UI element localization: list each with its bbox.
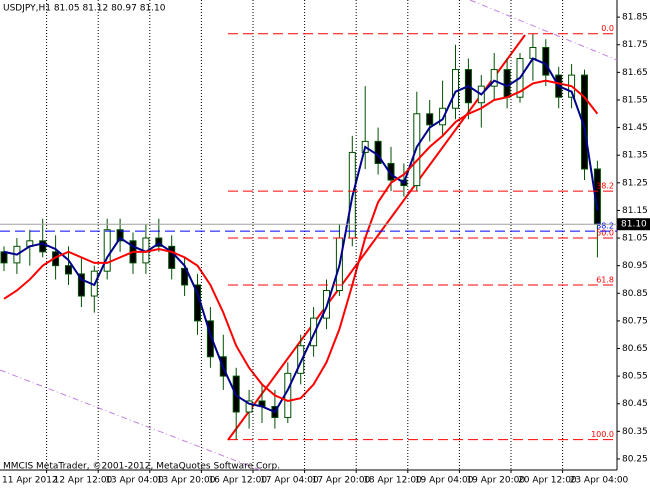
candle-body (206, 320, 214, 358)
chart-title: USDJPY,H1 81.05 81.12 80.97 81.10 (3, 4, 166, 14)
y-tick-label: 81.65 (622, 68, 648, 78)
candle-body (529, 46, 537, 60)
x-tick-label: 12 Apr 12:00 (54, 476, 113, 486)
fib-label: 38.2 (596, 222, 614, 231)
candle-body (168, 245, 176, 269)
y-tick-label: 81.25 (622, 178, 648, 188)
candle-body (0, 251, 8, 264)
candle-body (542, 46, 550, 76)
y-tick-label: 80.45 (622, 399, 648, 409)
y-tick-label: 80.95 (622, 261, 648, 271)
x-tick-label: 18 Apr 12:00 (363, 476, 422, 486)
fib-label: 50.0 (596, 229, 614, 238)
candle-body (374, 140, 382, 164)
y-tick-label: 80.55 (622, 372, 648, 382)
x-tick-label: 19 Apr 20:00 (466, 476, 525, 486)
y-tick-label: 81.85 (622, 13, 648, 23)
candle-body (245, 400, 253, 413)
fib-trendline (227, 34, 526, 441)
channel-line (469, 0, 618, 61)
fib-label: 61.8 (596, 275, 614, 284)
y-tick-label: 80.85 (622, 289, 648, 299)
candle-body (310, 317, 318, 347)
y-tick-label: 80.25 (622, 454, 648, 464)
candle-body (452, 69, 459, 109)
fib-label: 100.0 (591, 430, 614, 439)
channel-line (0, 369, 261, 471)
y-tick-label: 81.75 (622, 40, 648, 50)
moving-average (3, 79, 599, 403)
y-tick-label: 80.65 (622, 344, 648, 354)
y-tick-label: 80.75 (622, 316, 648, 326)
candle-body (155, 237, 163, 247)
x-tick-label: 13 Apr 04:00 (105, 476, 164, 486)
candle-body (426, 113, 434, 126)
candle-body (490, 69, 498, 87)
y-tick-label: 81.05 (622, 234, 648, 244)
candle-body (65, 265, 72, 275)
moving-average (3, 57, 599, 414)
price-label: 81.10 (621, 220, 647, 230)
y-tick-label: 80.35 (622, 427, 648, 437)
candle-body (39, 240, 47, 253)
candle-body (116, 229, 124, 242)
price-box (617, 218, 650, 231)
candle-body (77, 273, 85, 297)
fib-label: 0.0 (601, 24, 614, 33)
x-tick-label: 17 Apr 20:00 (312, 476, 371, 486)
fib-label: 38.2 (596, 182, 614, 191)
x-tick-label: 20 Apr 12:00 (518, 476, 577, 486)
x-tick-label: 17 Apr 04:00 (260, 476, 319, 486)
candle-body (439, 107, 447, 126)
x-tick-label: 16 Apr 12:00 (208, 476, 267, 486)
candle-body (103, 229, 111, 272)
y-tick-label: 81.15 (622, 206, 648, 216)
candle-body (181, 267, 189, 286)
x-tick-label: 19 Apr 04:00 (415, 476, 474, 486)
x-tick-label: 13 Apr 20:00 (157, 476, 216, 486)
y-tick-label: 81.55 (622, 95, 648, 105)
candle-body (297, 345, 305, 374)
y-tick-label: 81.45 (622, 123, 648, 133)
candle-body (503, 69, 511, 98)
footer: MMCIS MetaTrader, ©2001-2012, MetaQuotes… (3, 462, 280, 472)
x-tick-label: 23 Apr 04:00 (570, 476, 629, 486)
y-tick-label: 81.35 (622, 151, 648, 161)
x-tick-label: 11 Apr 2012 (2, 476, 58, 486)
